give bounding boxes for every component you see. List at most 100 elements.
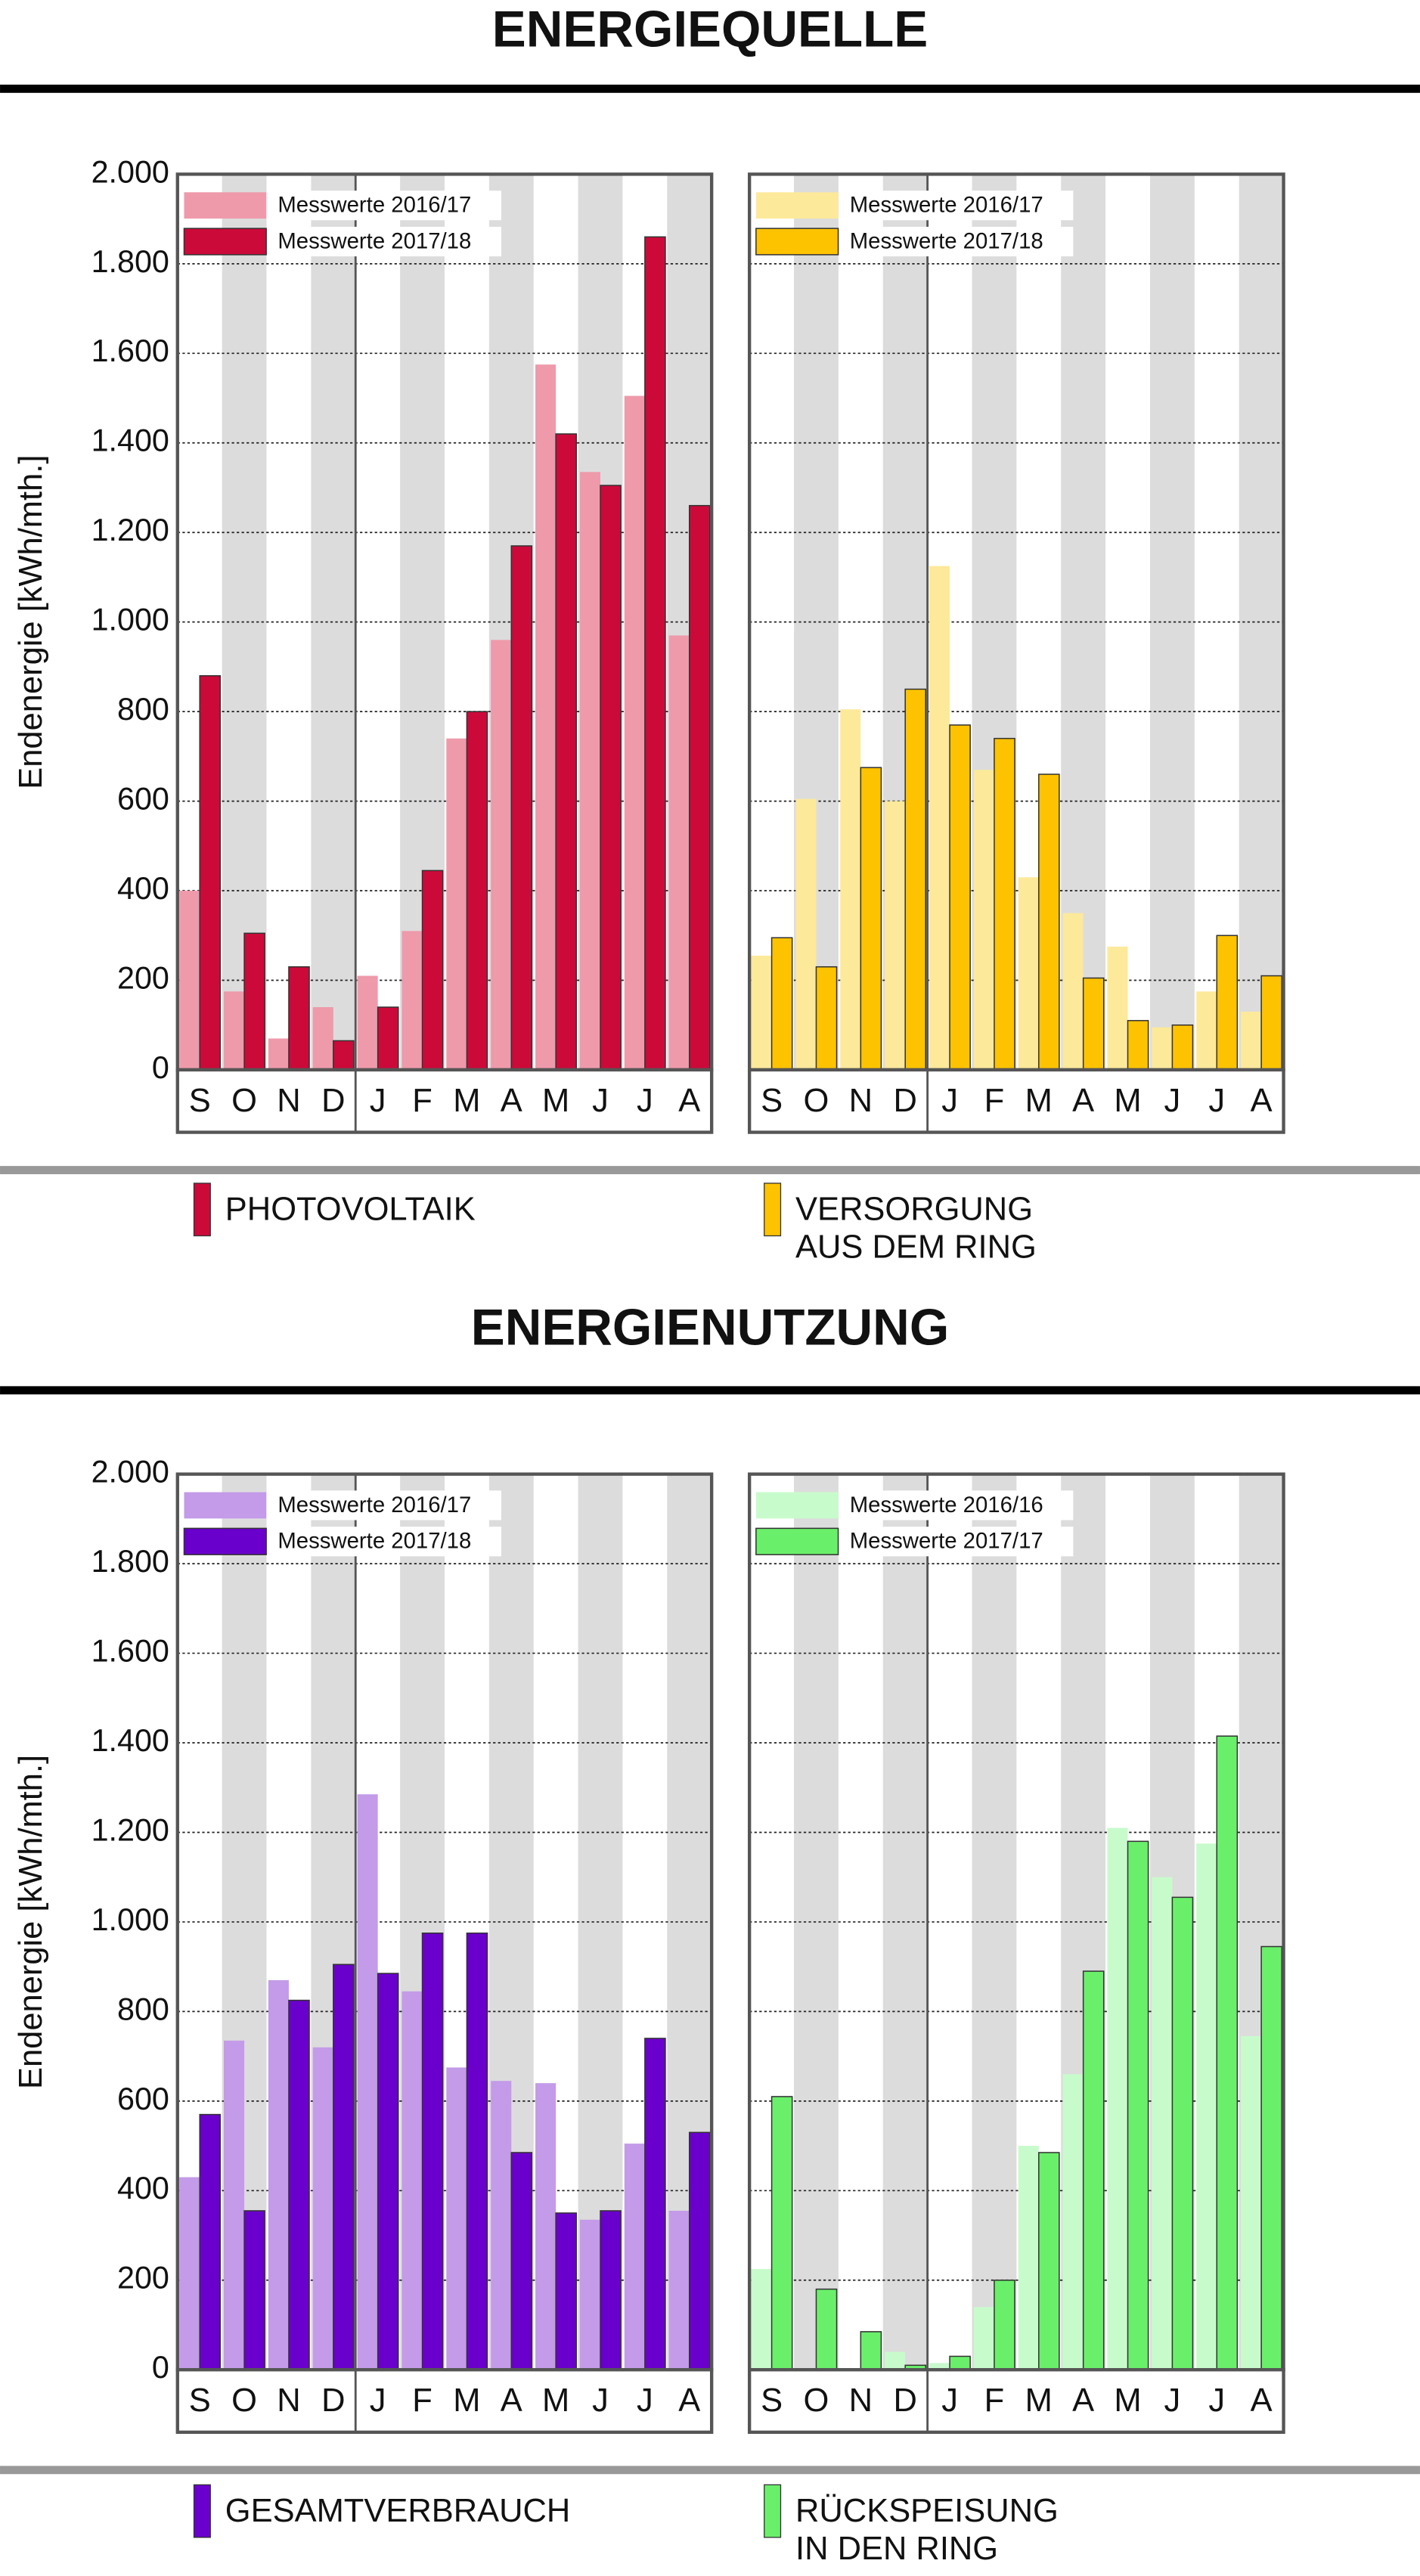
bar <box>579 472 601 1070</box>
bar <box>973 2307 994 2370</box>
bar <box>223 2040 245 2370</box>
x-tick-label: A <box>1072 2382 1094 2419</box>
legend-swatch <box>184 1492 267 1519</box>
x-tick-label: J <box>592 2382 609 2419</box>
bar <box>644 2038 666 2370</box>
bar <box>994 737 1015 1071</box>
bar <box>751 2268 772 2370</box>
section-divider <box>0 2466 1420 2475</box>
x-tick-label: A <box>1251 1083 1273 1119</box>
category-box <box>175 1068 714 1134</box>
y-tick-label: 2.000 <box>91 1455 169 1489</box>
bar <box>688 504 711 1071</box>
bar <box>795 798 817 1070</box>
bar <box>402 1991 423 2370</box>
category-box <box>747 1068 1285 1134</box>
x-tick-label: D <box>893 2382 916 2419</box>
bar <box>535 2083 557 2370</box>
x-tick-label: O <box>231 2382 257 2419</box>
legend-label: VERSORGUNG <box>795 1191 1033 1227</box>
y-tick-label: 0 <box>152 1050 169 1085</box>
legend-label-bg <box>271 1527 501 1557</box>
bar <box>466 711 488 1071</box>
bar <box>446 738 467 1070</box>
bar <box>579 2219 601 2370</box>
bar <box>421 1932 444 2370</box>
bar <box>357 1794 378 2370</box>
bar <box>815 966 838 1071</box>
x-tick-label: M <box>1025 2382 1053 2419</box>
x-tick-label: N <box>849 1083 873 1119</box>
bar <box>751 955 772 1070</box>
x-tick-label: O <box>804 2382 829 2419</box>
y-tick-label: 1.000 <box>91 603 169 637</box>
legend-label: Messwerte 2017/18 <box>277 228 471 253</box>
bar <box>1152 1877 1173 2370</box>
stripe <box>311 174 356 1070</box>
bar <box>243 2210 265 2370</box>
legend-label: PHOTOVOLTAIK <box>225 1191 476 1227</box>
legend-label-bg <box>843 191 1074 221</box>
bar <box>357 975 378 1070</box>
section-rule <box>0 1386 1420 1395</box>
bar <box>223 991 245 1070</box>
y-tick-label: 200 <box>117 2261 169 2295</box>
x-tick-label: J <box>637 1083 653 1119</box>
bar <box>1038 773 1060 1071</box>
x-tick-label: A <box>501 1083 522 1119</box>
x-tick-label: J <box>592 1083 609 1119</box>
bar <box>1171 1024 1194 1071</box>
bar <box>466 1932 488 2370</box>
bar <box>179 2177 200 2370</box>
bar <box>288 966 310 1071</box>
legend-label-bg <box>843 1527 1074 1557</box>
x-tick-label: J <box>1208 1083 1225 1119</box>
bar <box>949 2355 971 2370</box>
x-tick-label: J <box>941 2382 958 2419</box>
legend-label: Messwerte 2016/17 <box>850 193 1043 218</box>
bar <box>1018 2146 1039 2370</box>
x-tick-label: M <box>453 1083 480 1119</box>
bar <box>1038 2152 1060 2370</box>
bar <box>510 2152 533 2370</box>
bar <box>179 891 200 1070</box>
y-axis-label: Endenergie [kWh/mth.] <box>13 1755 49 2089</box>
y-tick-label: 1.400 <box>91 423 169 458</box>
legend-label: Messwerte 2016/17 <box>277 193 471 218</box>
bar <box>668 635 690 1070</box>
bar <box>994 2280 1015 2370</box>
bar <box>973 770 994 1070</box>
x-tick-label: M <box>1114 2382 1141 2419</box>
bar <box>688 2131 711 2370</box>
x-tick-label: J <box>1208 2382 1225 2419</box>
bar <box>1062 2074 1084 2370</box>
bar <box>1107 947 1128 1070</box>
bar <box>312 1007 333 1070</box>
legend-label-bg <box>271 191 501 221</box>
bar <box>1216 1735 1239 2370</box>
x-tick-label: M <box>1025 1083 1053 1119</box>
x-tick-label: A <box>678 2382 700 2419</box>
stripe <box>882 1474 928 2370</box>
bar <box>600 485 622 1071</box>
x-tick-label: A <box>678 1083 700 1119</box>
y-tick-label: 1.200 <box>91 513 169 547</box>
legend-swatch <box>183 1527 267 1555</box>
x-tick-label: M <box>542 2382 569 2419</box>
y-tick-label: 1.000 <box>91 1902 169 1937</box>
x-tick-label: D <box>321 2382 345 2419</box>
bar <box>1127 1840 1149 2370</box>
legend-label-bg <box>843 1490 1074 1520</box>
bar <box>555 2212 577 2370</box>
bar <box>1241 1011 1262 1070</box>
x-tick-label: S <box>189 2382 211 2419</box>
legend-swatch <box>184 192 267 219</box>
stripe <box>794 1474 839 2370</box>
bar <box>199 674 222 1071</box>
legend-label-bg <box>271 226 501 257</box>
legend-label: AUS DEM RING <box>795 1229 1037 1265</box>
bar <box>243 932 265 1071</box>
y-tick-label: 800 <box>117 692 169 727</box>
bar <box>1196 991 1217 1070</box>
